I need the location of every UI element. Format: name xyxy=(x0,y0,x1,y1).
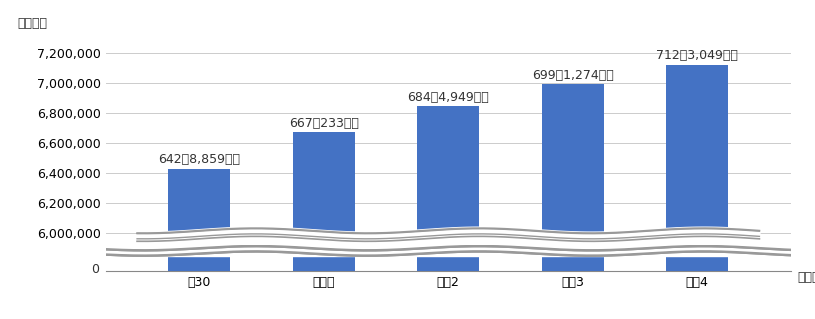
Text: 642兲8,859万円: 642兲8,859万円 xyxy=(158,153,240,166)
Text: 684兲4,949万円: 684兲4,949万円 xyxy=(408,91,489,104)
Bar xyxy=(168,168,231,319)
Text: （年度）: （年度） xyxy=(797,271,815,284)
Text: 699兲1,274万円: 699兲1,274万円 xyxy=(532,69,614,82)
Text: 667億233万円: 667億233万円 xyxy=(289,117,359,130)
Bar xyxy=(293,132,355,319)
Text: 0: 0 xyxy=(91,263,99,276)
Bar xyxy=(417,245,479,271)
Bar xyxy=(542,85,604,319)
Bar xyxy=(293,245,355,271)
Text: （万円）: （万円） xyxy=(17,17,47,30)
Text: 712兲3,049万円: 712兲3,049万円 xyxy=(656,49,738,63)
Bar xyxy=(417,106,479,319)
Bar xyxy=(666,245,729,271)
Bar xyxy=(542,245,604,271)
Bar xyxy=(666,65,729,319)
Bar xyxy=(168,245,231,271)
